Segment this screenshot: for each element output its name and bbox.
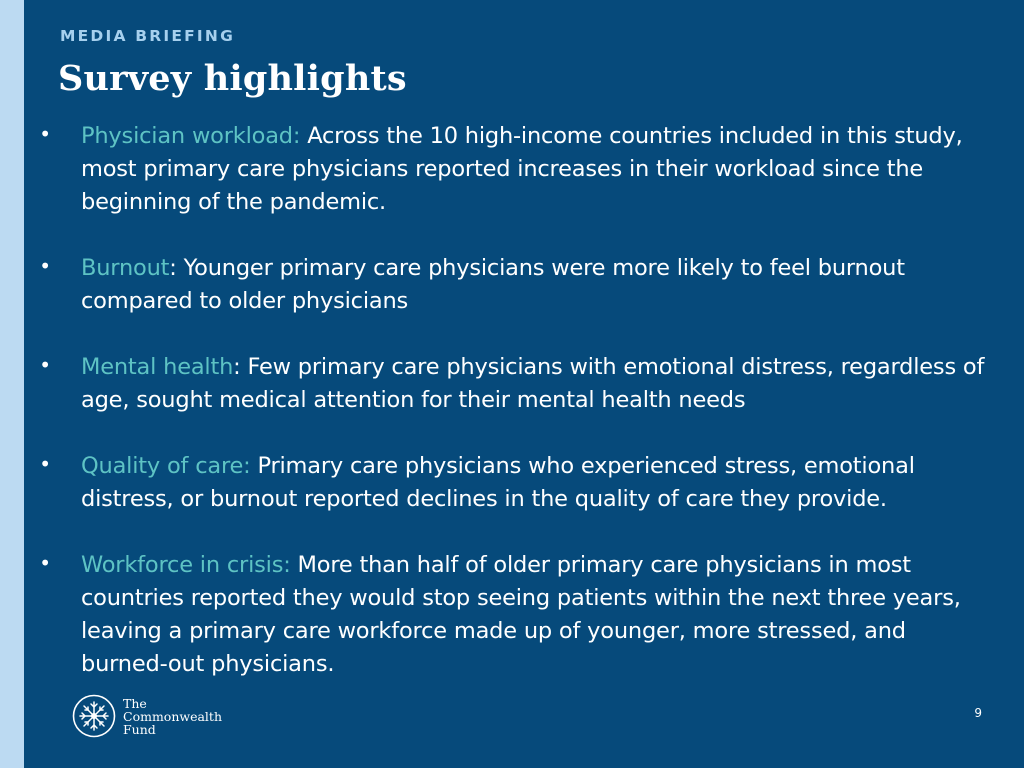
bullet-workforce-in-crisis: • Workforce in crisis: More than half of… <box>38 549 988 681</box>
bullet-lead: Quality of care: <box>81 453 251 479</box>
bullet-lead: Workforce in crisis: <box>81 552 291 578</box>
commonwealth-fund-emblem-icon <box>72 694 116 738</box>
bullet-physician-workload: • Physician workload: Across the 10 high… <box>38 120 988 219</box>
bullet-dot-icon: • <box>39 122 51 146</box>
logo-line-1: The <box>123 695 147 711</box>
logo-wordmark: The Commonwealth Fund <box>123 697 222 736</box>
bullet-text: Primary care physicians who experienced … <box>81 453 915 512</box>
bullet-text: : Few primary care physicians with emoti… <box>81 354 985 413</box>
slide-title: Survey highlights <box>58 58 407 99</box>
logo-line-3: Fund <box>123 721 156 737</box>
eyebrow-label: MEDIA BRIEFING <box>60 27 235 45</box>
bullet-mental-health: • Mental health: Few primary care physic… <box>38 351 988 417</box>
bullet-lead: Mental health <box>81 354 234 380</box>
page-number: 9 <box>974 706 982 720</box>
bullet-text: More than half of older primary care phy… <box>81 552 961 677</box>
bullet-dot-icon: • <box>39 551 51 575</box>
left-accent-stripe <box>0 0 24 768</box>
bullet-lead: Burnout <box>81 255 170 281</box>
bullet-dot-icon: • <box>39 353 51 377</box>
logo-line-2: Commonwealth <box>123 708 222 724</box>
bullet-quality-of-care: • Quality of care: Primary care physicia… <box>38 450 988 516</box>
commonwealth-fund-logo: The Commonwealth Fund <box>72 694 222 738</box>
bullet-lead: Physician workload: <box>81 123 301 149</box>
bullet-dot-icon: • <box>39 254 51 278</box>
bullet-dot-icon: • <box>39 452 51 476</box>
bullet-burnout: • Burnout: Younger primary care physicia… <box>38 252 988 318</box>
bullet-text: Across the 10 high-income countries incl… <box>81 123 963 215</box>
highlights-list: • Physician workload: Across the 10 high… <box>38 120 988 714</box>
bullet-text: : Younger primary care physicians were m… <box>81 255 905 314</box>
